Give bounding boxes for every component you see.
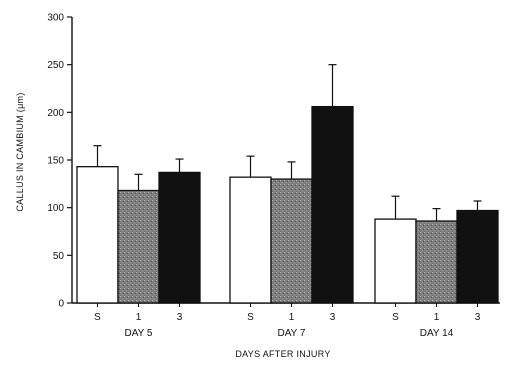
- group-label: DAY 5: [125, 328, 153, 339]
- y-tick-label: 300: [47, 13, 64, 24]
- bar-category-label: 3: [177, 312, 183, 323]
- y-tick-label: 150: [47, 156, 64, 167]
- y-tick-label: 50: [53, 251, 65, 262]
- bar-category-label: 3: [330, 312, 336, 323]
- bar-category-label: 1: [136, 312, 142, 323]
- bar-category-label: 3: [475, 312, 481, 323]
- bar: [415, 220, 458, 304]
- bar-category-label: 1: [434, 312, 440, 323]
- y-tick-label: 100: [47, 203, 64, 214]
- labels-layer: 0 50 100 150 200 250 300 S 1 3 DAY 5 S 1 3 DAY 7 S 1 3 DAY…: [47, 13, 480, 340]
- y-tick-label: 200: [47, 108, 64, 119]
- bars-layer: [76, 64, 499, 304]
- bar-category-label: S: [392, 312, 399, 323]
- bar: [117, 189, 160, 304]
- bar-category-label: 1: [289, 312, 295, 323]
- group-label: DAY 14: [420, 328, 454, 339]
- group-label: DAY 7: [278, 328, 306, 339]
- bar-category-label: S: [94, 312, 101, 323]
- y-tick-label: 0: [58, 299, 64, 310]
- bar: [158, 171, 201, 304]
- bar: [374, 218, 417, 304]
- bar: [456, 209, 499, 304]
- bar: [311, 105, 354, 304]
- y-axis-title: CALLUS IN CAMBIUM (μm): [15, 92, 25, 211]
- bar-category-label: S: [247, 312, 254, 323]
- bar: [270, 178, 313, 304]
- bar: [229, 176, 272, 304]
- y-tick-label: 250: [47, 60, 64, 71]
- x-axis-title: DAYS AFTER INJURY: [235, 349, 330, 359]
- bar: [76, 166, 119, 304]
